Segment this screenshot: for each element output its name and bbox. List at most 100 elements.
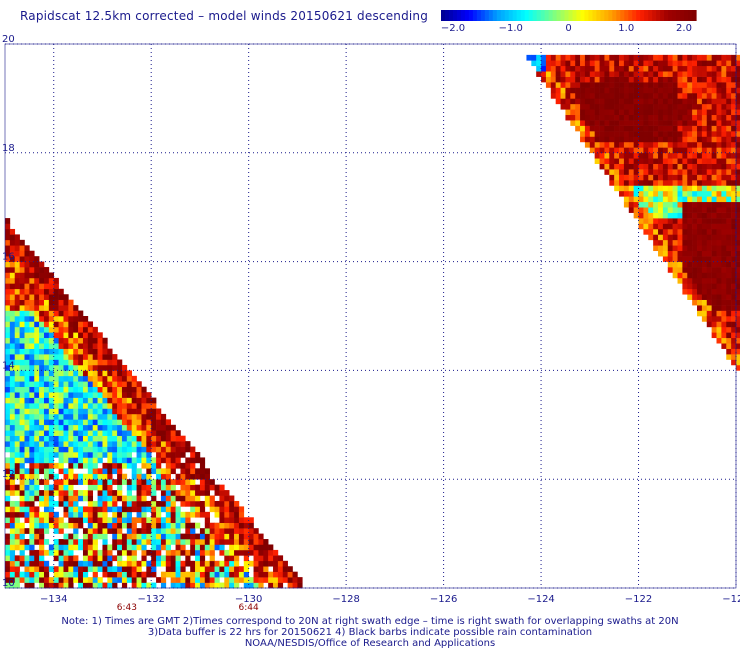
heatmap-cell [165,560,171,567]
heatmap-cell [658,54,664,61]
heatmap-cell [263,549,269,556]
heatmap-cell [68,375,74,382]
heatmap-cell [638,87,644,94]
heatmap-cell [68,511,74,518]
heatmap-cell [5,261,11,268]
heatmap-cell [550,87,556,94]
heatmap-cell [580,109,586,116]
heatmap-cell [87,375,94,382]
heatmap-cell [701,76,708,83]
heatmap-cell [63,354,69,360]
heatmap-cell [112,462,118,469]
heatmap-cell [107,381,113,388]
heatmap-cell [701,180,708,186]
heatmap-cell [687,125,693,132]
heatmap-cell [53,348,59,355]
heatmap-cell [287,566,293,572]
heatmap-cell [594,125,600,132]
heatmap-cell [623,65,630,72]
heatmap-cell [277,555,284,562]
heatmap-cell [229,528,235,534]
heatmap-cell [731,288,737,295]
heatmap-cell [68,310,74,317]
heatmap-cell [604,120,610,126]
heatmap-cell [662,60,669,67]
heatmap-cell [672,218,678,224]
heatmap-cell [29,549,35,556]
heatmap-cell [697,163,703,170]
heatmap-cell [234,577,240,583]
heatmap-cell [701,65,708,72]
heatmap-cell [160,555,167,562]
heatmap-cell [721,92,727,99]
heatmap-cell [63,419,69,426]
heatmap-cell [648,234,654,241]
colorbar-segment [508,10,514,21]
heatmap-cell [58,408,64,415]
heatmap-cell [258,544,264,551]
heatmap-cell [117,490,123,496]
heatmap-cell [9,435,16,442]
heatmap-cell [68,560,74,567]
heatmap-cell [711,316,717,322]
heatmap-cell [204,577,210,583]
colorbar-segment [456,10,462,21]
heatmap-cell [53,419,59,426]
heatmap-cell [5,316,11,322]
heatmap-cell [589,60,595,67]
heatmap-cell [170,506,176,513]
heatmap-cell [136,528,142,534]
heatmap-cell [731,245,737,252]
heatmap-cell [716,185,722,192]
heatmap-cell [653,228,659,235]
heatmap-cell [199,544,206,551]
heatmap-cell [273,577,279,583]
heatmap-cell [24,490,30,496]
heatmap-cell [29,555,35,562]
heatmap-cell [253,566,259,572]
heatmap-cell [24,408,30,415]
heatmap-cell [5,267,11,273]
heatmap-cell [117,544,123,551]
heatmap-cell [146,560,152,567]
heatmap-cell [604,92,610,99]
heatmap-cell [126,539,133,545]
heatmap-cell [78,381,84,388]
heatmap-cell [82,533,89,540]
heatmap-cell [692,82,698,88]
heatmap-cell [687,239,693,246]
heatmap-cell [667,98,673,105]
heatmap-cell [682,76,688,83]
heatmap-cell [687,288,693,295]
heatmap-cell [87,397,94,404]
heatmap-cell [5,288,11,295]
heatmap-cell [151,419,157,426]
heatmap-cell [599,82,605,88]
heatmap-cell [711,299,717,306]
heatmap-cell [87,370,94,377]
heatmap-cell [68,495,74,502]
heatmap-cell [292,582,298,589]
heatmap-cell [706,321,712,328]
heatmap-cell [623,185,630,192]
heatmap-cell [170,517,176,524]
heatmap-cell [701,212,708,219]
heatmap-cell [19,332,25,339]
heatmap-cell [48,495,55,502]
heatmap-cell [692,261,698,268]
heatmap-cell [5,435,11,442]
heatmap-cell [697,131,703,137]
heatmap-cell [87,386,94,393]
heatmap-cell [165,435,171,442]
heatmap-cell [87,381,94,388]
heatmap-cell [545,82,552,88]
heatmap-cell [731,98,737,105]
heatmap-cell [97,408,103,415]
heatmap-cell [170,539,176,545]
heatmap-cell [731,141,737,148]
heatmap-cell [92,403,98,409]
heatmap-cell [126,435,133,442]
heatmap-cell [570,82,576,88]
heatmap-cell [253,539,259,545]
heatmap-cell [29,490,35,496]
